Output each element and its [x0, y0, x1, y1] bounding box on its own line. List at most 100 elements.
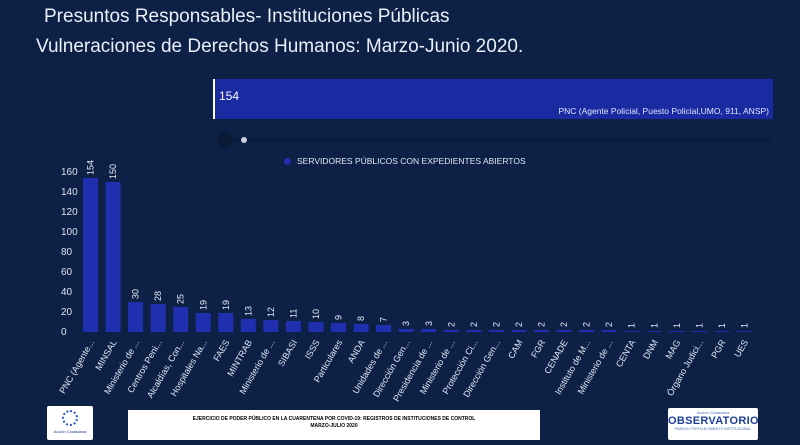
- data-label-22: 2: [582, 322, 592, 327]
- bar-21[interactable]: [556, 330, 572, 332]
- bar-0[interactable]: [83, 178, 98, 332]
- left-logo-text: Acción Ciudadana: [53, 429, 87, 434]
- footer-banner-line2: MARZO-JULIO 2020: [310, 423, 358, 429]
- bar-4[interactable]: [173, 307, 189, 332]
- data-label-17: 2: [469, 322, 479, 327]
- bar-29[interactable]: [736, 331, 752, 332]
- x-tick-label-26: MAG: [664, 338, 683, 361]
- bar-15[interactable]: [421, 329, 437, 332]
- legend-label: SERVIDORES PÚBLICOS CON EXPEDIENTES ABIE…: [297, 156, 526, 166]
- data-label-3: 28: [153, 291, 163, 301]
- x-tick-label-20: FGR: [529, 338, 547, 360]
- y-tick-label-2: 40: [61, 287, 73, 298]
- data-label-10: 10: [311, 309, 321, 319]
- y-tick-label-4: 80: [61, 247, 73, 258]
- data-label-14: 3: [401, 321, 411, 326]
- data-label-21: 2: [559, 322, 569, 327]
- x-tick-label-0: PNC (Agente...: [57, 338, 96, 395]
- y-tick-label-5: 100: [61, 227, 78, 238]
- data-label-12: 8: [356, 316, 366, 321]
- y-tick-label-6: 120: [61, 207, 78, 218]
- data-label-9: 11: [288, 309, 298, 318]
- data-label-29: 1: [739, 323, 749, 328]
- x-tick-label-9: SIBASI: [276, 338, 299, 368]
- bar-20[interactable]: [534, 330, 549, 332]
- x-tick-label-29: UES: [732, 338, 750, 359]
- bar-19[interactable]: [511, 330, 527, 332]
- data-label-27: 1: [694, 323, 704, 328]
- bar-24[interactable]: [624, 331, 640, 332]
- tooltip-highlight-bar: 154 PNC (Agente Policial, Puesto Policia…: [213, 79, 773, 119]
- accion-ciudadana-mark-icon: [62, 410, 78, 426]
- data-label-8: 12: [266, 307, 276, 317]
- tooltip-value: 154: [219, 89, 240, 103]
- bar-28[interactable]: [714, 331, 730, 332]
- data-label-11: 9: [334, 315, 344, 320]
- data-label-28: 1: [717, 323, 727, 328]
- data-label-5: 19: [198, 300, 208, 310]
- chart-title-line1: Presuntos Responsables- Instituciones Pú…: [44, 6, 450, 27]
- bar-27[interactable]: [691, 331, 707, 332]
- bar-25[interactable]: [646, 331, 662, 332]
- x-tick-label-6: FAES: [211, 338, 231, 363]
- data-label-4: 25: [176, 294, 186, 304]
- data-label-23: 2: [604, 322, 614, 327]
- data-label-0: 154: [86, 160, 96, 175]
- y-tick-label-1: 20: [61, 307, 73, 318]
- bar-3[interactable]: [150, 304, 166, 332]
- x-tick-label-12: ANDA: [346, 338, 367, 365]
- data-label-25: 1: [649, 323, 659, 328]
- bar-8[interactable]: [263, 320, 279, 332]
- bar-23[interactable]: [601, 330, 617, 332]
- data-label-1: 150: [108, 164, 118, 179]
- bar-26[interactable]: [669, 331, 685, 332]
- bar-9[interactable]: [285, 321, 301, 332]
- chart-title-line2: Vulneraciones de Derechos Humanos: Marzo…: [36, 36, 524, 57]
- x-tick-label-24: CENTA: [614, 338, 638, 369]
- observatorio-logo: Acción Ciudadana OBSERVATORIO PARA EL FO…: [668, 408, 759, 440]
- bar-chart: 0 20 40 60 80 100 120 140 160 154 PNC (Agente... 15…: [57, 160, 752, 403]
- bar-12[interactable]: [353, 324, 369, 332]
- y-tick-label-8: 160: [61, 167, 78, 178]
- right-logo-big: OBSERVATORIO: [668, 415, 759, 427]
- data-label-13: 7: [379, 317, 389, 322]
- legend-swatch: [284, 157, 291, 165]
- bar-14[interactable]: [398, 329, 414, 332]
- data-label-26: 1: [672, 323, 682, 328]
- slider-track[interactable]: [224, 138, 770, 142]
- bar-18[interactable]: [488, 330, 504, 332]
- accion-ciudadana-logo: Acción Ciudadana: [47, 406, 93, 440]
- footer-banner: EJERCICIO DE PODER PÚBLICO EN LA CUARENT…: [128, 410, 540, 440]
- tooltip-label: PNC (Agente Policial, Puesto Policial,UM…: [558, 106, 769, 116]
- bar-22[interactable]: [579, 330, 595, 332]
- bar-2[interactable]: [128, 302, 144, 332]
- x-tick-label-19: CAM: [506, 338, 525, 360]
- x-tick-label-25: DNM: [641, 338, 660, 361]
- bar-16[interactable]: [443, 330, 459, 332]
- legend[interactable]: SERVIDORES PÚBLICOS CON EXPEDIENTES ABIE…: [284, 156, 526, 166]
- data-label-19: 2: [514, 322, 524, 327]
- data-label-18: 2: [491, 322, 501, 327]
- bar-5[interactable]: [195, 313, 211, 332]
- y-tick-label-0: 0: [61, 327, 67, 338]
- y-tick-label-3: 60: [61, 267, 73, 278]
- data-label-7: 13: [243, 306, 253, 316]
- data-label-6: 19: [221, 300, 231, 310]
- data-label-20: 2: [537, 322, 547, 327]
- data-label-15: 3: [424, 321, 434, 326]
- bar-1[interactable]: [105, 182, 121, 332]
- y-tick-label-7: 140: [61, 187, 78, 198]
- data-label-2: 30: [131, 289, 141, 299]
- slider-dot[interactable]: [241, 137, 247, 143]
- x-tick-label-28: PGR: [709, 338, 728, 360]
- bar-7[interactable]: [240, 319, 256, 332]
- footer-banner-line1: EJERCICIO DE PODER PÚBLICO EN LA CUARENT…: [192, 416, 476, 422]
- bar-11[interactable]: [331, 323, 347, 332]
- bar-10[interactable]: [308, 322, 324, 332]
- bar-13[interactable]: [376, 325, 392, 332]
- bar-6[interactable]: [218, 313, 234, 332]
- bar-17[interactable]: [466, 330, 482, 332]
- data-label-24: 1: [627, 323, 637, 328]
- slider-knob[interactable]: [217, 132, 233, 148]
- data-label-16: 2: [446, 322, 456, 327]
